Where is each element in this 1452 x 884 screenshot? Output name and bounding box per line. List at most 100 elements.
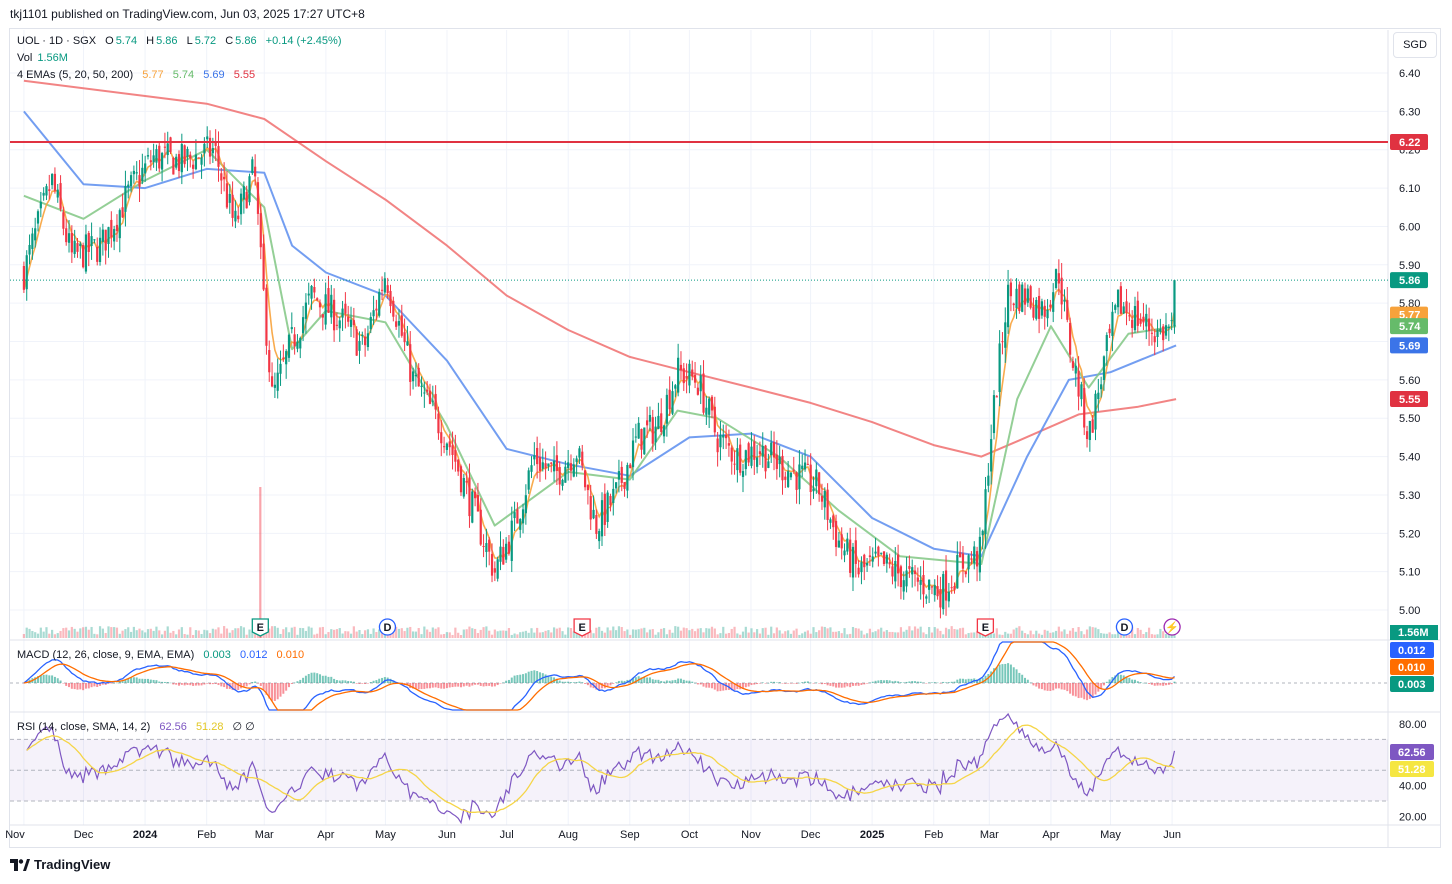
candle-body [127,184,130,188]
volume-bar [736,633,739,638]
volume-bar [995,628,998,638]
candle-body [59,183,62,209]
price-badge-text: 5.55 [1399,394,1420,406]
rsi-label[interactable]: RSI (14, close, SMA, 14, 2) [17,721,151,733]
volume-bar [502,630,505,638]
volume-bar [775,627,778,638]
candle-body [1012,303,1015,306]
macd-histogram-bar [200,683,203,686]
macd-histogram-bar [538,672,541,683]
volume-bar [293,626,296,638]
currency-button[interactable]: SGD [1393,32,1437,58]
macd-histogram-bar [70,683,73,689]
candle-body [665,394,668,424]
candle-body [840,534,843,549]
volume-bar [48,633,51,638]
candle-body [1040,301,1044,316]
macd-histogram-bar [914,681,917,683]
volume-bar [276,627,279,638]
macd-histogram-bar [877,680,880,683]
ohlc-o-label: O [105,35,114,47]
macd-label[interactable]: MACD (12, 26, close, 9, EMA, EMA) [17,649,195,661]
candle-body [45,186,48,196]
candle-body [333,299,336,331]
ema-label[interactable]: 4 EMAs (5, 20, 50, 200) [17,69,134,81]
candle-body [727,443,731,446]
volume-bar [897,632,900,638]
macd-histogram-bar [287,683,290,688]
candle-body [1015,288,1018,308]
candle-body [194,154,198,170]
volume-bar [42,631,45,638]
candle-body [347,316,350,322]
candle-body [860,562,863,573]
candle-body [392,300,395,317]
volume-bar [121,630,124,638]
candle-body [110,219,113,238]
candle-body [637,422,640,439]
macd-histogram-bar [1071,683,1074,696]
volume-bar [713,628,716,638]
volume-bar [626,629,629,638]
macd-histogram-bar [62,683,65,684]
volume-bar [880,627,883,638]
vol-label[interactable]: Vol [17,52,33,64]
macd-histogram-bar [1156,683,1159,686]
candle-body [961,553,965,569]
macd-histogram-bar [581,682,584,683]
volume-bar [76,631,79,638]
candle-body [767,461,770,468]
macd-histogram-bar [742,683,745,689]
candle-body [160,153,164,170]
candle-body [578,448,581,458]
macd-badge [1390,642,1434,658]
candle-body [595,515,598,534]
macd-histogram-bar [1024,677,1027,683]
macd-histogram-bar [22,683,25,684]
volume-bar [411,631,415,638]
volume-bar [28,628,31,638]
volume-bar [595,627,598,638]
macd-histogram-bar [685,680,688,683]
candle-body [600,500,604,537]
macd-histogram-bar [189,683,192,686]
macd-histogram-bar [519,674,522,683]
candle-body [124,185,127,212]
volume-bar [919,626,922,638]
time-axis-label: Nov [5,829,25,841]
candle-body [708,398,711,415]
volume-bar [324,634,327,638]
macd-histogram-bar [1119,674,1122,683]
symbol-label[interactable]: UOL · 1D · SGX [17,35,97,47]
candle-body [115,224,119,231]
candle-body [1170,320,1173,322]
candle-body [575,458,578,462]
candle-body [445,443,449,450]
candle-body [643,427,646,455]
macd-histogram-bar [428,683,431,689]
macd-histogram-bar [694,682,697,684]
volume-bar [330,629,333,638]
macd-histogram-bar [1029,682,1032,684]
macd-histogram-bar [1032,683,1035,686]
footer-brand[interactable]: TradingView [10,857,110,872]
volume-bar [1091,627,1094,638]
candle-body [871,556,874,562]
macd-histogram-bar [953,681,956,683]
candle-body [48,189,51,191]
macd-histogram-bar [617,680,620,683]
macd-histogram-bar [679,678,682,683]
candle-body [1052,292,1055,312]
candle-body [558,467,561,485]
macd-histogram-bar [431,683,434,688]
candle-body [42,192,45,196]
macd-histogram-bar [586,683,589,686]
candle-body [378,291,381,316]
volume-bar [417,628,420,638]
candle-body [671,391,674,414]
macd-histogram-bar [93,683,96,687]
volume-spike-bar [259,487,262,638]
candle-body [211,148,214,154]
volume-bar [203,629,206,638]
